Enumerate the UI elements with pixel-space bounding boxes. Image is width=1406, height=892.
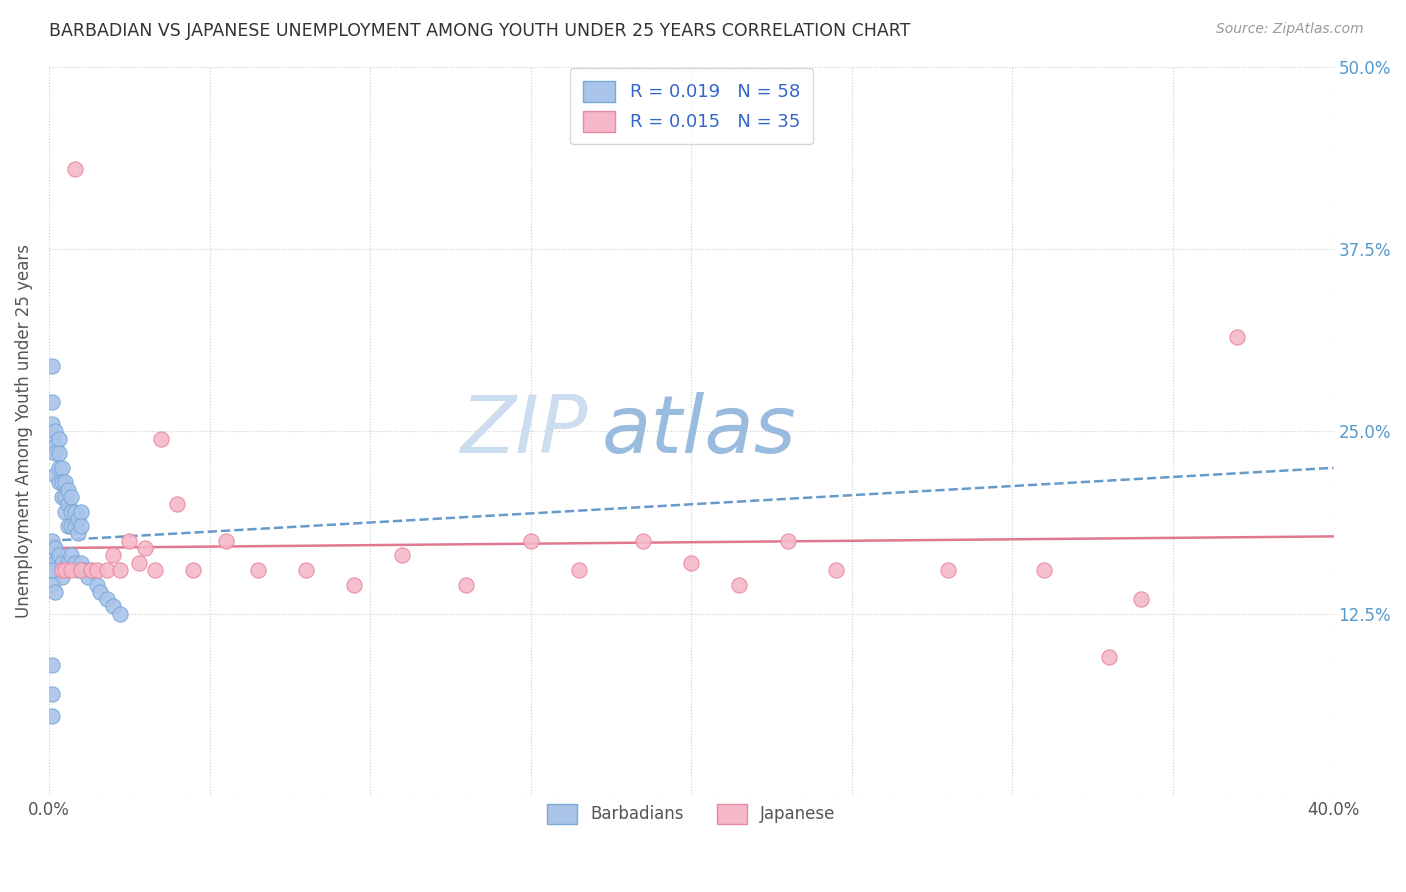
Point — [776, 533, 799, 548]
Point — [60, 505, 83, 519]
Point — [183, 563, 205, 577]
Legend: Barbadians, Japanese: Barbadians, Japanese — [536, 793, 848, 835]
Point — [80, 563, 103, 577]
Point — [1033, 563, 1056, 577]
Point — [41, 549, 63, 563]
Point — [1226, 329, 1249, 343]
Point — [391, 549, 413, 563]
Point — [48, 475, 70, 490]
Point — [51, 490, 73, 504]
Point — [41, 432, 63, 446]
Point — [44, 541, 66, 555]
Point — [96, 563, 118, 577]
Text: Source: ZipAtlas.com: Source: ZipAtlas.com — [1216, 22, 1364, 37]
Point — [60, 519, 83, 533]
Point — [41, 657, 63, 672]
Point — [58, 483, 80, 497]
Point — [73, 563, 96, 577]
Point — [51, 460, 73, 475]
Point — [41, 395, 63, 409]
Point — [1129, 592, 1152, 607]
Point — [936, 563, 959, 577]
Text: BARBADIAN VS JAPANESE UNEMPLOYMENT AMONG YOUTH UNDER 25 YEARS CORRELATION CHART: BARBADIAN VS JAPANESE UNEMPLOYMENT AMONG… — [49, 22, 911, 40]
Point — [48, 446, 70, 460]
Point — [51, 570, 73, 584]
Y-axis label: Unemployment Among Youth under 25 years: Unemployment Among Youth under 25 years — [15, 244, 32, 618]
Point — [44, 468, 66, 483]
Point — [44, 584, 66, 599]
Point — [681, 556, 703, 570]
Point — [48, 460, 70, 475]
Point — [53, 505, 76, 519]
Point — [41, 417, 63, 431]
Point — [63, 505, 86, 519]
Point — [134, 541, 156, 555]
Point — [41, 563, 63, 577]
Point — [103, 599, 125, 614]
Point — [51, 475, 73, 490]
Point — [70, 505, 93, 519]
Point — [44, 425, 66, 439]
Point — [53, 563, 76, 577]
Point — [66, 512, 89, 526]
Text: ZIP: ZIP — [461, 392, 589, 470]
Point — [150, 432, 173, 446]
Point — [41, 687, 63, 701]
Point — [70, 519, 93, 533]
Point — [1098, 650, 1121, 665]
Point — [568, 563, 591, 577]
Point — [143, 563, 166, 577]
Point — [51, 556, 73, 570]
Point — [824, 563, 846, 577]
Point — [80, 563, 103, 577]
Point — [70, 556, 93, 570]
Point — [76, 570, 98, 584]
Point — [53, 475, 76, 490]
Point — [631, 533, 654, 548]
Point — [53, 563, 76, 577]
Point — [41, 577, 63, 591]
Point — [214, 533, 236, 548]
Point — [41, 359, 63, 373]
Point — [70, 563, 93, 577]
Point — [63, 519, 86, 533]
Point — [60, 549, 83, 563]
Point — [58, 556, 80, 570]
Point — [66, 563, 89, 577]
Point — [48, 432, 70, 446]
Point — [48, 549, 70, 563]
Point — [60, 490, 83, 504]
Point — [728, 577, 751, 591]
Point — [456, 577, 478, 591]
Point — [89, 584, 111, 599]
Point — [343, 577, 366, 591]
Point — [86, 577, 108, 591]
Point — [96, 592, 118, 607]
Point — [48, 563, 70, 577]
Point — [41, 533, 63, 548]
Point — [53, 490, 76, 504]
Point — [519, 533, 541, 548]
Point — [63, 161, 86, 176]
Point — [108, 563, 131, 577]
Point — [108, 607, 131, 621]
Text: atlas: atlas — [602, 392, 796, 470]
Point — [58, 519, 80, 533]
Point — [295, 563, 318, 577]
Point — [66, 526, 89, 541]
Point — [44, 446, 66, 460]
Point — [44, 556, 66, 570]
Point — [63, 556, 86, 570]
Point — [41, 709, 63, 723]
Point — [128, 556, 150, 570]
Point — [51, 563, 73, 577]
Point — [103, 549, 125, 563]
Point — [44, 439, 66, 453]
Point — [118, 533, 141, 548]
Point — [86, 563, 108, 577]
Point — [246, 563, 269, 577]
Point — [166, 497, 188, 511]
Point — [58, 497, 80, 511]
Point — [60, 563, 83, 577]
